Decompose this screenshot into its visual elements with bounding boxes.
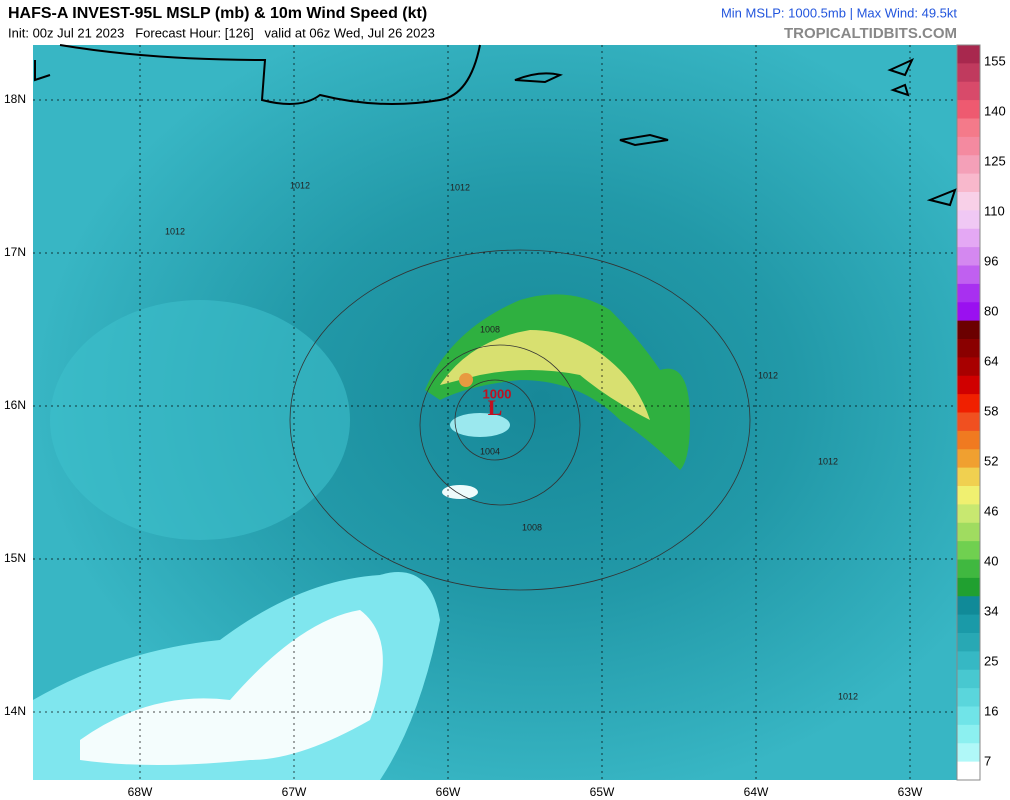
colorbar-cell: [957, 504, 980, 524]
lat-label: 15N: [4, 551, 26, 565]
eye: [450, 413, 510, 437]
colorbar-label: 34: [984, 603, 998, 618]
colorbar-cell: [957, 247, 980, 266]
colorbar-cell: [957, 706, 980, 726]
colorbar-cell: [957, 45, 980, 64]
colorbar-cell: [957, 357, 980, 377]
colorbar-label: 16: [984, 703, 998, 718]
isobar: [454, 379, 536, 461]
colorbar-cell: [957, 743, 980, 763]
colorbar-cell: [957, 688, 980, 707]
colorbar-cell: [957, 449, 980, 469]
colorbar-cell: [957, 375, 980, 395]
colorbar-label: 64: [984, 353, 998, 368]
colorbar-label: 7: [984, 753, 991, 768]
colorbar-label: 40: [984, 553, 998, 568]
isobar-label: 1012: [838, 691, 858, 701]
colorbar-cell: [957, 651, 980, 671]
low-symbol: L: [488, 395, 503, 420]
colorbar-label: 25: [984, 653, 998, 668]
colorbar-cell: [957, 577, 980, 597]
colorbar-label: 58: [984, 403, 998, 418]
lon-label: 65W: [590, 785, 615, 799]
coastline: [34, 44, 957, 207]
colorbar-cell: [957, 541, 980, 560]
colorbar-cell: [957, 614, 980, 634]
colorbar-cell: [957, 320, 980, 340]
peak-wind: [459, 373, 473, 387]
colorbar-cell: [957, 633, 980, 652]
colorbar-cell: [957, 339, 980, 358]
graticule: [33, 45, 957, 780]
isobar-label: 1008: [522, 522, 542, 532]
lat-label: 18N: [4, 92, 26, 106]
isobar-label: 1012: [758, 370, 778, 380]
isobar-label: 1004: [480, 446, 500, 456]
colorbar-cell: [957, 302, 980, 322]
colorbar-cell: [957, 596, 980, 616]
colorbar-label: 46: [984, 503, 998, 518]
colorbar-label: 125: [984, 153, 1006, 168]
title: HAFS-A INVEST-95L MSLP (mb) & 10m Wind S…: [8, 5, 427, 22]
colorbar-cell: [957, 412, 980, 432]
colorbar-cell: [957, 136, 980, 156]
colorbar-cell: [957, 81, 980, 101]
colorbar-label: 80: [984, 303, 998, 318]
calm-area: [442, 485, 478, 499]
colorbar-label: 110: [984, 203, 1005, 218]
subtitle: Init: 00z Jul 21 2023 Forecast Hour: [12…: [8, 25, 435, 40]
lat-label: 16N: [4, 398, 26, 412]
low-pressure: 1000: [483, 386, 512, 401]
wind-field: [50, 300, 350, 540]
colorbar-cell: [957, 118, 980, 138]
colorbar-cell: [957, 173, 980, 193]
colorbar-cell: [957, 724, 980, 744]
colorbar-cell: [957, 394, 980, 413]
strong-wind: [425, 294, 690, 470]
colorbar-cell: [957, 210, 980, 230]
isobar: [289, 249, 751, 591]
colorbar-cell: [957, 761, 980, 781]
stats: Min MSLP: 1000.5mb | Max Wind: 49.5kt: [721, 5, 957, 20]
colorbar-label: 52: [984, 453, 998, 468]
colorbar-cell: [957, 522, 980, 542]
colorbar-label: 96: [984, 253, 998, 268]
lon-label: 67W: [282, 785, 307, 799]
lat-label: 14N: [4, 704, 26, 718]
colorbar-cell: [957, 283, 980, 303]
source: TROPICALTIDBITS.COM: [784, 25, 957, 42]
colorbar-cell: [957, 63, 980, 83]
lon-label: 66W: [436, 785, 461, 799]
colorbar-label: 140: [984, 103, 1006, 118]
lon-label: 64W: [744, 785, 769, 799]
colorbar-frame: [956, 44, 981, 781]
isobar-label: 1012: [818, 456, 838, 466]
isobar: [419, 344, 581, 506]
isobar-label: 1012: [165, 226, 185, 236]
lat-label: 17N: [4, 245, 26, 259]
strong-wind: [440, 330, 650, 420]
colorbar-cell: [957, 100, 980, 119]
isobar-label: 1012: [450, 182, 470, 192]
colorbar-cell: [957, 669, 980, 689]
colorbar-cell: [957, 430, 980, 450]
isobar-label: 1012: [290, 180, 310, 190]
colorbar-label: 155: [984, 53, 1006, 68]
colorbar-cell: [957, 192, 980, 211]
colorbar-cell: [957, 228, 980, 248]
colorbar-cell: [957, 467, 980, 487]
colorbar-cell: [957, 486, 980, 505]
colorbar-cell: [957, 265, 980, 285]
colorbar-cell: [957, 155, 980, 175]
lon-label: 63W: [898, 785, 923, 799]
calm-area: [80, 610, 383, 765]
colorbar-cell: [957, 559, 980, 579]
isobar-label: 1008: [480, 324, 500, 334]
lon-label: 68W: [128, 785, 153, 799]
